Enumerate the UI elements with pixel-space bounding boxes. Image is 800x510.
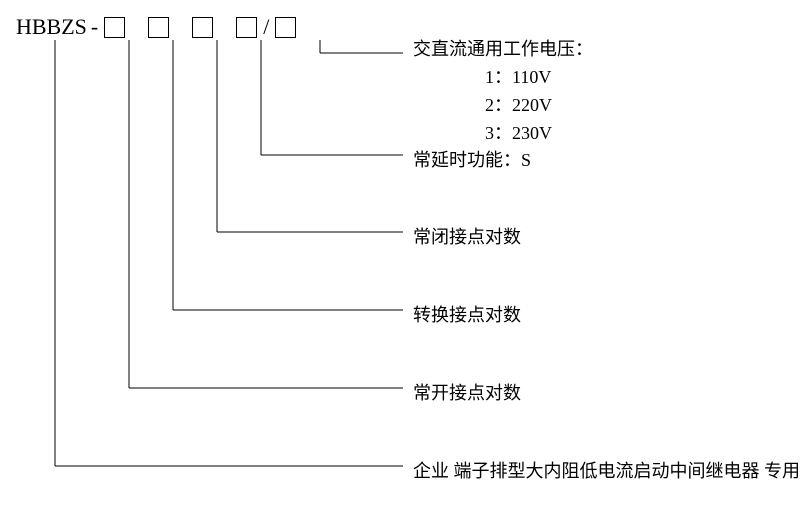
desc-label-1: 常延时功能：S [413, 146, 531, 172]
desc-label-5: 企业 端子排型大内阻低电流启动中间继电器 专用 [413, 457, 800, 483]
desc-label-4: 常开接点对数 [413, 379, 521, 405]
desc-label-3: 转换接点对数 [413, 301, 521, 327]
desc-label-0: 交直流通用工作电压： 1：110V 2：220V 3：230V [413, 36, 593, 148]
bracket-lines [0, 0, 800, 510]
desc-label-2: 常闭接点对数 [413, 223, 521, 249]
